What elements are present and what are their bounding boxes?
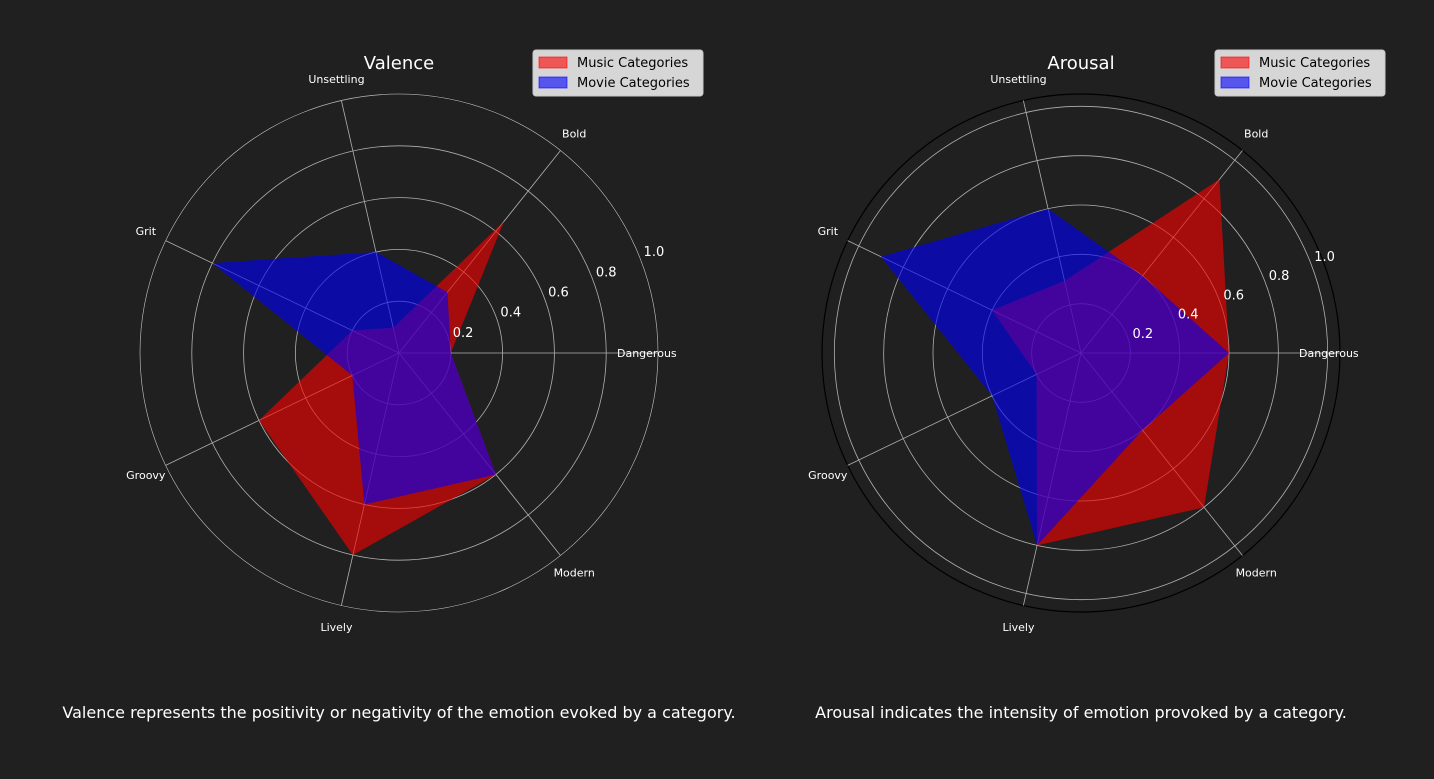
radial-tick-label: 1.0 [1314,250,1335,265]
radial-tick-label: 0.2 [1132,327,1153,342]
legend-label-music-categories: Music Categories [577,56,688,71]
legend-swatch-movie-categories [1220,76,1250,89]
category-label-grit: Grit [818,225,839,238]
category-label-modern: Modern [1236,567,1277,580]
valence-caption: Valence represents the positivity or neg… [62,703,736,722]
legend-box [1214,49,1386,97]
legend-label-movie-categories: Movie Categories [577,76,690,91]
category-label-bold: Bold [1244,127,1268,140]
category-label-unsettling: Unsettling [990,73,1046,86]
series-movie-categories-area [880,208,1229,546]
category-label-lively: Lively [320,621,353,634]
category-label-groovy: Groovy [808,469,848,482]
category-label-unsettling: Unsettling [308,73,364,86]
radial-tick-label: 0.6 [1223,288,1244,303]
radial-tick-label: 0.8 [596,265,617,280]
valence-radar-chart: Dangerous Bold Unsettling Grit Groovy Lively M… [126,49,704,634]
category-label-grit: Grit [136,225,157,238]
category-label-dangerous: Dangerous [1299,347,1359,360]
legend: Music Categories Movie Categories [1214,49,1386,97]
radial-tick-label: 0.4 [1178,308,1199,323]
legend-swatch-movie-categories [538,76,568,89]
legend-box [532,49,704,97]
category-label-groovy: Groovy [126,469,166,482]
radial-tick-label: 1.0 [644,245,665,260]
category-label-bold: Bold [562,127,586,140]
series-movie-categories-area [212,251,496,505]
legend-swatch-music-categories [538,56,568,69]
radial-tick-label: 0.4 [500,306,521,321]
category-label-lively: Lively [1002,621,1035,634]
category-label-modern: Modern [554,567,595,580]
category-label-dangerous: Dangerous [617,347,677,360]
chart-title: Arousal [1047,53,1114,74]
legend-label-movie-categories: Movie Categories [1259,76,1372,91]
radial-tick-label: 0.8 [1269,269,1290,284]
legend-swatch-music-categories [1220,56,1250,69]
radial-tick-label: 0.6 [548,285,569,300]
chart-title: Valence [364,53,434,74]
radial-tick-label: 0.2 [453,326,474,341]
legend-label-music-categories: Music Categories [1259,56,1370,71]
arousal-radar-chart: Dangerous Bold Unsettling Grit Groovy Lively M… [808,49,1386,634]
legend: Music Categories Movie Categories [532,49,704,97]
arousal-caption: Arousal indicates the intensity of emoti… [815,703,1347,722]
